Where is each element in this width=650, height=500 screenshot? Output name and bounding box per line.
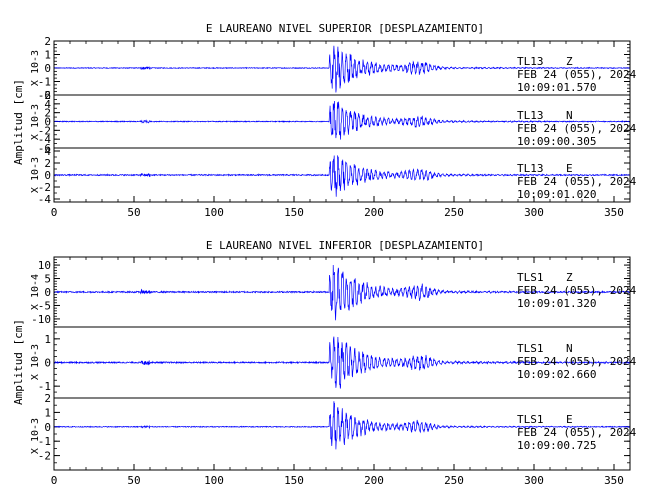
x-tick-label: 100: [204, 206, 224, 219]
panel-tls1-e: X 10-3 -2 -10 12 TLS1 E FEB 24 (055), 2024…: [30, 392, 637, 471]
date-label: FEB 24 (055), 2024: [517, 68, 637, 81]
y-ticks: -1 0 1: [38, 326, 630, 399]
time-label: 10:09:02.660: [517, 368, 596, 381]
component-label: E: [566, 413, 573, 426]
ylabel-inferior: Amplitud [cm]: [12, 319, 25, 405]
x-tick-label: 250: [444, 206, 464, 219]
time-label: 10:09:00.725: [517, 439, 596, 452]
y-tick-label: 2: [44, 35, 51, 48]
time-label: 10:09:00.305: [517, 135, 596, 148]
panel-tl13-e: X 10-3 -4-2024 TL13 E FEB 24 (055), 2024…: [30, 145, 637, 206]
y-tick-label: 0: [44, 286, 51, 299]
component-label: Z: [566, 271, 573, 284]
x-tick-label: 0: [51, 206, 58, 219]
y-tick-label: -1: [38, 435, 51, 448]
station-label: TLS1: [517, 342, 544, 355]
waveform-trace: [53, 336, 630, 389]
x-tick-label: 150: [284, 206, 304, 219]
x-tick-label: 300: [524, 474, 544, 487]
y-tick-label: 2: [44, 107, 51, 120]
y-tick-label: 6: [44, 89, 51, 102]
scale-label: X 10-3: [30, 50, 41, 86]
date-label: FEB 24 (055), 2024: [517, 175, 637, 188]
y-tick-label: -2: [38, 181, 51, 194]
scale-label: X 10-4: [30, 274, 41, 310]
component-label: N: [566, 109, 573, 122]
x-tick-label: 200: [364, 474, 384, 487]
station-label: TLS1: [517, 271, 544, 284]
panel-tls1-n: X 10-3 -1 0 1 TLS1 N FEB 24 (055), 2024 10…: [30, 326, 637, 399]
y-tick-label: 0: [44, 116, 51, 129]
y-tick-label: 0: [44, 357, 51, 370]
time-label: 10:09:01.320: [517, 297, 596, 310]
y-tick-label: 1: [44, 49, 51, 62]
y-tick-label: 1: [44, 406, 51, 419]
x-tick-label: 150: [284, 474, 304, 487]
waveform-trace: [53, 264, 631, 321]
x-tick-label: 0: [51, 474, 58, 487]
chart-title-inferior: E LAUREANO NIVEL INFERIOR [DESPLAZAMIENT…: [206, 239, 484, 252]
y-tick-label: -1: [38, 380, 51, 393]
x-axis-inferior: 0 50 100 150 200 250 300 350: [51, 257, 631, 487]
date-label: FEB 24 (055), 2024: [517, 122, 637, 135]
component-label: Z: [566, 55, 573, 68]
y-tick-label: -2: [38, 124, 51, 137]
x-tick-label: 200: [364, 206, 384, 219]
date-label: FEB 24 (055), 2024: [517, 284, 637, 297]
x-axis-superior: 0 50 100 150 200 250 300 350: [51, 41, 631, 219]
station-label: TL13: [517, 55, 544, 68]
y-tick-label: -10: [31, 313, 51, 326]
chart-title-superior: E LAUREANO NIVEL SUPERIOR [DESPLAZAMIENT…: [206, 22, 484, 35]
component-label: E: [566, 162, 573, 175]
waveform-trace: [53, 45, 630, 93]
y-tick-label: -4: [38, 193, 52, 206]
y-tick-label: -5: [38, 299, 51, 312]
scale-label: X 10-3: [30, 104, 41, 140]
y-tick-label: 1: [44, 333, 51, 346]
y-tick-label: -4: [38, 133, 52, 146]
waveform-trace: [53, 155, 631, 197]
y-tick-label: -6: [38, 142, 51, 155]
time-label: 10:09:01.020: [517, 188, 596, 201]
station-label: TLS1: [517, 413, 544, 426]
y-tick-label: 10: [38, 259, 51, 272]
y-tick-label: 4: [44, 98, 51, 111]
y-tick-label: -2: [38, 89, 51, 102]
y-tick-label: 5: [44, 273, 51, 286]
date-label: FEB 24 (055), 2024: [517, 355, 637, 368]
ylabel-superior: Amplitud [cm]: [12, 79, 25, 165]
scale-label: X 10-3: [30, 344, 41, 380]
y-tick-label: 0: [44, 62, 51, 75]
x-tick-label: 250: [444, 474, 464, 487]
y-tick-label: -2: [38, 450, 51, 463]
station-label: TL13: [517, 109, 544, 122]
scale-label: X 10-3: [30, 157, 41, 193]
time-label: 10:09:01.570: [517, 81, 596, 94]
x-tick-label: 100: [204, 474, 224, 487]
date-label: FEB 24 (055), 2024: [517, 426, 637, 439]
x-tick-label: 350: [604, 474, 624, 487]
station-label: TL13: [517, 162, 544, 175]
x-tick-label: 350: [604, 206, 624, 219]
scale-label: X 10-3: [30, 418, 41, 454]
waveform-trace: [53, 100, 631, 140]
x-tick-label: 50: [127, 474, 140, 487]
y-tick-label: 0: [44, 421, 51, 434]
y-tick-label: 0: [44, 169, 51, 182]
y-tick-label: 2: [44, 392, 51, 405]
x-tick-label: 50: [127, 206, 140, 219]
y-tick-label: -1: [38, 76, 51, 89]
y-tick-label: 2: [44, 157, 51, 170]
x-tick-label: 300: [524, 206, 544, 219]
waveform-trace: [53, 401, 631, 450]
component-label: N: [566, 342, 573, 355]
y-tick-label: 4: [44, 145, 51, 158]
